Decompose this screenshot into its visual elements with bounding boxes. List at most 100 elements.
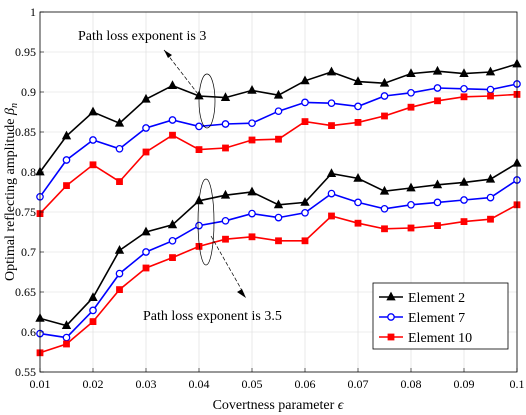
data-point-element-2	[114, 117, 125, 127]
y-tick-label: 0.95	[15, 45, 36, 59]
data-point-element-7	[327, 189, 336, 198]
x-tick-label: 0.01	[30, 377, 51, 391]
data-point-element-10	[407, 103, 415, 111]
data-point-element-7	[460, 196, 468, 204]
data-point-element-2	[326, 66, 337, 76]
annotation-arrowhead-upper	[164, 50, 172, 58]
data-point-element-10	[460, 218, 468, 226]
data-point-element-2	[353, 76, 363, 85]
data-point-element-2	[220, 189, 231, 199]
annotation-upper: Path loss exponent is 3	[78, 29, 206, 44]
y-tick-label: 0.8	[21, 165, 36, 179]
y-tick-label: 1	[30, 5, 36, 19]
series-element-7-group-2	[36, 176, 521, 342]
annotations: Path loss exponent is 3 Path loss expone…	[78, 29, 282, 324]
annotation-arrowhead-lower	[237, 289, 246, 298]
data-point-element-10	[460, 93, 468, 101]
data-point-element-7	[354, 198, 362, 207]
data-point-element-2	[273, 89, 284, 99]
data-point-element-10	[142, 264, 150, 272]
data-point-element-10	[381, 225, 388, 233]
data-point-element-7	[486, 193, 495, 202]
data-point-element-7	[354, 102, 362, 111]
annotation-lower: Path loss exponent is 3.5	[143, 309, 282, 324]
data-point-element-2	[273, 199, 284, 209]
legend-box	[372, 282, 509, 350]
data-point-element-7	[433, 198, 442, 207]
data-point-element-2	[167, 80, 178, 89]
data-point-element-10	[434, 97, 441, 105]
data-point-element-10	[381, 112, 388, 120]
legend-marker-element-7	[387, 313, 395, 321]
data-point-element-2	[141, 226, 151, 236]
data-point-element-7	[195, 221, 203, 230]
y-axis-label: Optimal reflecting amplitude βn	[3, 103, 20, 281]
data-point-element-10	[354, 119, 362, 126]
data-point-element-7	[407, 200, 415, 209]
data-point-element-7	[62, 156, 71, 164]
data-point-element-7	[89, 136, 97, 144]
data-point-element-10	[407, 224, 415, 232]
data-point-element-2	[167, 219, 178, 229]
data-point-element-7	[142, 248, 150, 256]
data-point-element-2	[353, 173, 363, 182]
data-point-element-2	[432, 65, 443, 75]
y-tick-label: 0.65	[15, 285, 36, 299]
data-point-element-10	[275, 135, 282, 143]
legend-label-element-10: Element 10	[408, 331, 472, 346]
data-point-element-2	[485, 173, 496, 183]
data-point-element-2	[247, 186, 257, 196]
data-point-element-7	[115, 144, 124, 153]
data-point-element-10	[169, 131, 176, 139]
data-point-element-2	[88, 106, 98, 116]
data-point-element-10	[328, 122, 335, 129]
x-tick-label: 0.03	[136, 377, 157, 391]
series-element-2-group-2	[35, 157, 522, 330]
annotation-ellipse-upper	[198, 73, 216, 129]
legend-label-element-2: Element 2	[408, 291, 465, 306]
data-point-element-10	[116, 286, 123, 294]
x-tick-label: 0.04	[189, 377, 210, 391]
data-point-element-10	[89, 318, 97, 326]
series-element-2-group-1	[35, 58, 522, 176]
y-tick-label: 0.85	[15, 125, 36, 139]
data-point-element-2	[379, 185, 390, 195]
data-point-element-2	[88, 292, 98, 302]
data-point-element-10	[434, 222, 441, 230]
data-point-element-10	[222, 144, 229, 152]
annotation-ellipse-lower	[197, 178, 215, 266]
data-point-element-7	[89, 306, 97, 315]
data-point-element-10	[116, 178, 123, 186]
data-point-element-10	[248, 136, 256, 144]
data-point-element-10	[142, 148, 150, 156]
legend-label-element-7: Element 7	[408, 311, 465, 326]
data-point-element-10	[63, 340, 70, 348]
data-point-element-2	[406, 68, 416, 77]
data-point-element-7	[221, 216, 230, 225]
data-point-element-7	[327, 99, 336, 108]
tick-labels: 0.01 0.02 0.03 0.04 0.05 0.06 0.07 0.08 0.09 0.1 0…	[15, 5, 525, 391]
data-point-element-2	[300, 75, 310, 85]
data-point-element-2	[406, 182, 416, 192]
data-point-element-10	[328, 212, 335, 220]
annotation-arrow-upper	[163, 49, 199, 95]
data-point-element-10	[63, 182, 70, 190]
data-point-element-7	[301, 208, 309, 217]
data-point-element-2	[141, 93, 151, 103]
data-point-element-7	[380, 92, 389, 100]
data-point-element-7	[433, 84, 442, 92]
data-point-element-10	[487, 92, 494, 100]
data-point-element-7	[142, 124, 150, 132]
data-point-element-7	[486, 85, 495, 94]
data-point-element-7	[274, 213, 283, 222]
data-point-element-2	[379, 77, 390, 87]
data-point-element-7	[380, 204, 389, 213]
data-point-element-7	[274, 107, 283, 116]
y-tick-label: 0.75	[15, 205, 36, 219]
data-point-element-10	[301, 237, 309, 245]
data-point-element-10	[222, 235, 229, 243]
data-point-element-2	[326, 168, 337, 178]
data-point-element-2	[459, 177, 469, 186]
data-point-element-7	[221, 120, 230, 128]
